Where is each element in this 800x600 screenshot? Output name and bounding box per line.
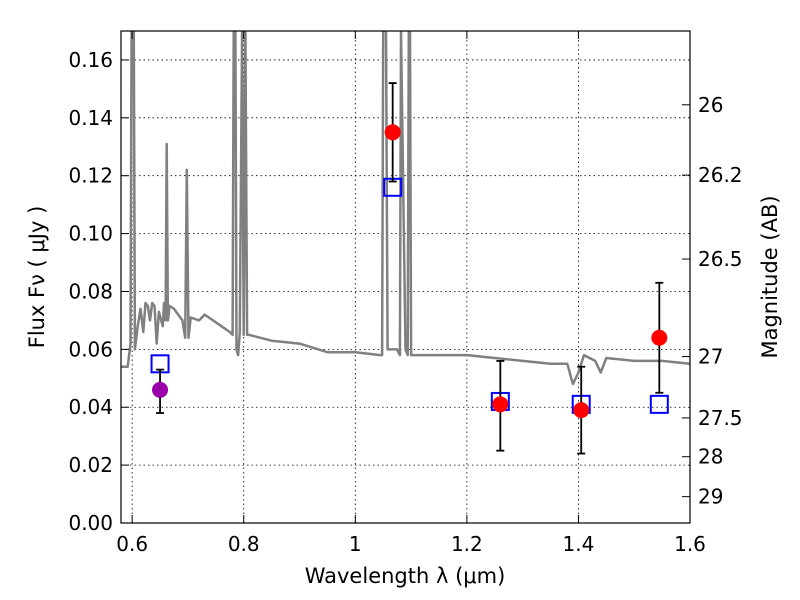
right-tick-label: 27 (698, 345, 723, 369)
y-axis-title: Flux Fν ( μJy ) (25, 206, 49, 349)
y-tick-label: 0.10 (68, 222, 113, 246)
y-tick-label: 0.12 (68, 164, 113, 188)
x-tick-label: 0.6 (116, 532, 148, 556)
y-tick-label: 0.06 (68, 337, 113, 361)
y-tick-labels: 0.00 0.02 0.04 0.06 0.08 0.10 0.12 0.14 0.16 (68, 48, 113, 535)
observed-data-point (651, 329, 668, 346)
right-tick-label: 28 (698, 445, 723, 469)
right-tick-label: 29 (698, 485, 723, 509)
x-tick-label: 1.6 (674, 532, 706, 556)
y-tick-label: 0.16 (68, 48, 113, 72)
x-tick-labels: 0.6 0.8 1 1.2 1.4 1.6 (116, 532, 706, 556)
y-tick-label: 0.02 (68, 453, 113, 477)
observed-data-point (573, 402, 590, 419)
model-photometry-square (649, 394, 669, 414)
y-tick-label: 0.08 (68, 279, 113, 303)
x-axis-title: Wavelength λ (μm) (305, 564, 506, 588)
right-tick-label: 26.5 (698, 247, 743, 271)
plot-frame (120, 30, 691, 524)
right-tick-label: 26.2 (698, 163, 743, 187)
right-tick-label: 27.5 (698, 406, 743, 430)
observed-data-point (492, 396, 509, 413)
x-tick-label: 1.4 (563, 532, 595, 556)
right-axis-title: Magnitude (AB) (758, 195, 782, 358)
sed-model-line (121, 31, 690, 386)
y-tick-label: 0.14 (68, 106, 113, 130)
plot-layer (121, 31, 690, 455)
right-tick-label: 26 (698, 93, 723, 117)
x-tick-label: 0.8 (228, 532, 260, 556)
y-tick-label: 0.04 (68, 395, 113, 419)
y-tick-label: 0.00 (68, 511, 113, 535)
x-tick-label: 1.2 (451, 532, 483, 556)
observed-data-point (152, 381, 169, 398)
right-tick-labels: 26 26.2 26.5 27 27.5 28 29 (698, 93, 743, 509)
axis-ticks (121, 31, 691, 524)
x-tick-label: 1 (349, 532, 362, 556)
plot-area (121, 31, 690, 455)
observed-data-point (384, 124, 401, 141)
